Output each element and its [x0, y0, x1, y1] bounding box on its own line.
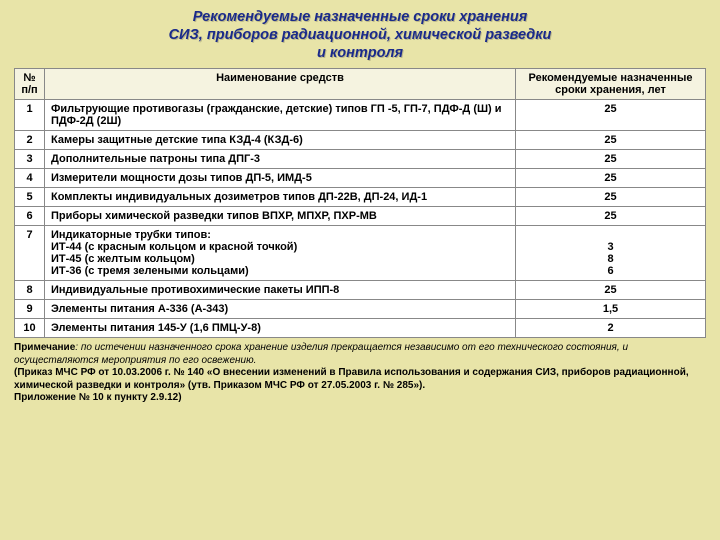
row-num: 7	[15, 226, 45, 281]
table-row: 2 Камеры защитные детские типа КЗД-4 (КЗ…	[15, 131, 706, 150]
col-header-num: № п/п	[15, 69, 45, 100]
table-row: 6 Приборы химической разведки типов ВПХР…	[15, 207, 706, 226]
page-title: Рекомендуемые назначенные сроки хранения…	[14, 8, 706, 62]
row-name-line: ИТ-36 (с тремя зелеными кольцами)	[51, 265, 509, 277]
title-line-2: СИЗ, приборов радиационной, химической р…	[169, 27, 552, 43]
footnote-label: Примечание	[14, 342, 75, 353]
row-num: 4	[15, 169, 45, 188]
row-val-line: 3	[522, 241, 699, 253]
table-row: 5 Комплекты индивидуальных дозиметров ти…	[15, 188, 706, 207]
row-val: 25	[516, 150, 706, 169]
col-header-val: Рекомендуемые назначенные сроки хранения…	[516, 69, 706, 100]
table-row: 10 Элементы питания 145-У (1,6 ПМЦ-У-8) …	[15, 319, 706, 338]
table-body: 1 Фильтрующие противогазы (гражданские, …	[15, 100, 706, 338]
footnote-block: Примечание: по истечении назначенного ср…	[14, 342, 706, 405]
row-val: 25	[516, 169, 706, 188]
row-name: Индивидуальные противохимические пакеты …	[45, 281, 516, 300]
page-container: Рекомендуемые назначенные сроки хранения…	[0, 0, 720, 540]
row-val: 2	[516, 319, 706, 338]
row-name: Камеры защитные детские типа КЗД-4 (КЗД-…	[45, 131, 516, 150]
row-val: 25	[516, 207, 706, 226]
row-val: 1,5	[516, 300, 706, 319]
footnote-text-3: Приложение № 10 к пункту 2.9.12)	[14, 392, 182, 403]
row-num: 5	[15, 188, 45, 207]
row-name: Комплекты индивидуальных дозиметров типо…	[45, 188, 516, 207]
table-row: 1 Фильтрующие противогазы (гражданские, …	[15, 100, 706, 131]
table-row: 4 Измерители мощности дозы типов ДП-5, И…	[15, 169, 706, 188]
row-val: 25	[516, 281, 706, 300]
row-name-multi: Индикаторные трубки типов: ИТ-44 (с крас…	[45, 226, 516, 281]
row-num: 10	[15, 319, 45, 338]
row-num: 6	[15, 207, 45, 226]
row-val-line: 6	[522, 265, 699, 277]
row-val: 25	[516, 100, 706, 131]
table-row: 8 Индивидуальные противохимические пакет…	[15, 281, 706, 300]
title-line-3: и контроля	[317, 45, 403, 61]
row-name: Дополнительные патроны типа ДПГ-3	[45, 150, 516, 169]
row-num: 9	[15, 300, 45, 319]
row-name: Элементы питания 145-У (1,6 ПМЦ-У-8)	[45, 319, 516, 338]
table-row: 9 Элементы питания А-336 (А-343) 1,5	[15, 300, 706, 319]
row-num: 2	[15, 131, 45, 150]
row-val-multi: 3 8 6	[516, 226, 706, 281]
row-val: 25	[516, 131, 706, 150]
table-header-row: № п/п Наименование средств Рекомендуемые…	[15, 69, 706, 100]
storage-terms-table: № п/п Наименование средств Рекомендуемые…	[14, 68, 706, 338]
row-name: Измерители мощности дозы типов ДП-5, ИМД…	[45, 169, 516, 188]
row-num: 8	[15, 281, 45, 300]
row-name: Приборы химической разведки типов ВПХР, …	[45, 207, 516, 226]
row-val-line	[522, 229, 699, 241]
footnote-text-2: (Приказ МЧС РФ от 10.03.2006 г. № 140 «О…	[14, 367, 689, 391]
row-name-line: ИТ-45 (с желтым кольцом)	[51, 253, 509, 265]
footnote-text-1: : по истечении назначенного срока хранен…	[14, 342, 628, 366]
row-num: 3	[15, 150, 45, 169]
row-name-line: ИТ-44 (с красным кольцом и красной точко…	[51, 241, 509, 253]
title-line-1: Рекомендуемые назначенные сроки хранения	[193, 9, 528, 25]
row-name: Элементы питания А-336 (А-343)	[45, 300, 516, 319]
row-val: 25	[516, 188, 706, 207]
row-num: 1	[15, 100, 45, 131]
col-header-name: Наименование средств	[45, 69, 516, 100]
row-name-line: Индикаторные трубки типов:	[51, 229, 509, 241]
row-name: Фильтрующие противогазы (гражданские, де…	[45, 100, 516, 131]
row-val-line: 8	[522, 253, 699, 265]
table-row: 3 Дополнительные патроны типа ДПГ-3 25	[15, 150, 706, 169]
table-row: 7 Индикаторные трубки типов: ИТ-44 (с кр…	[15, 226, 706, 281]
